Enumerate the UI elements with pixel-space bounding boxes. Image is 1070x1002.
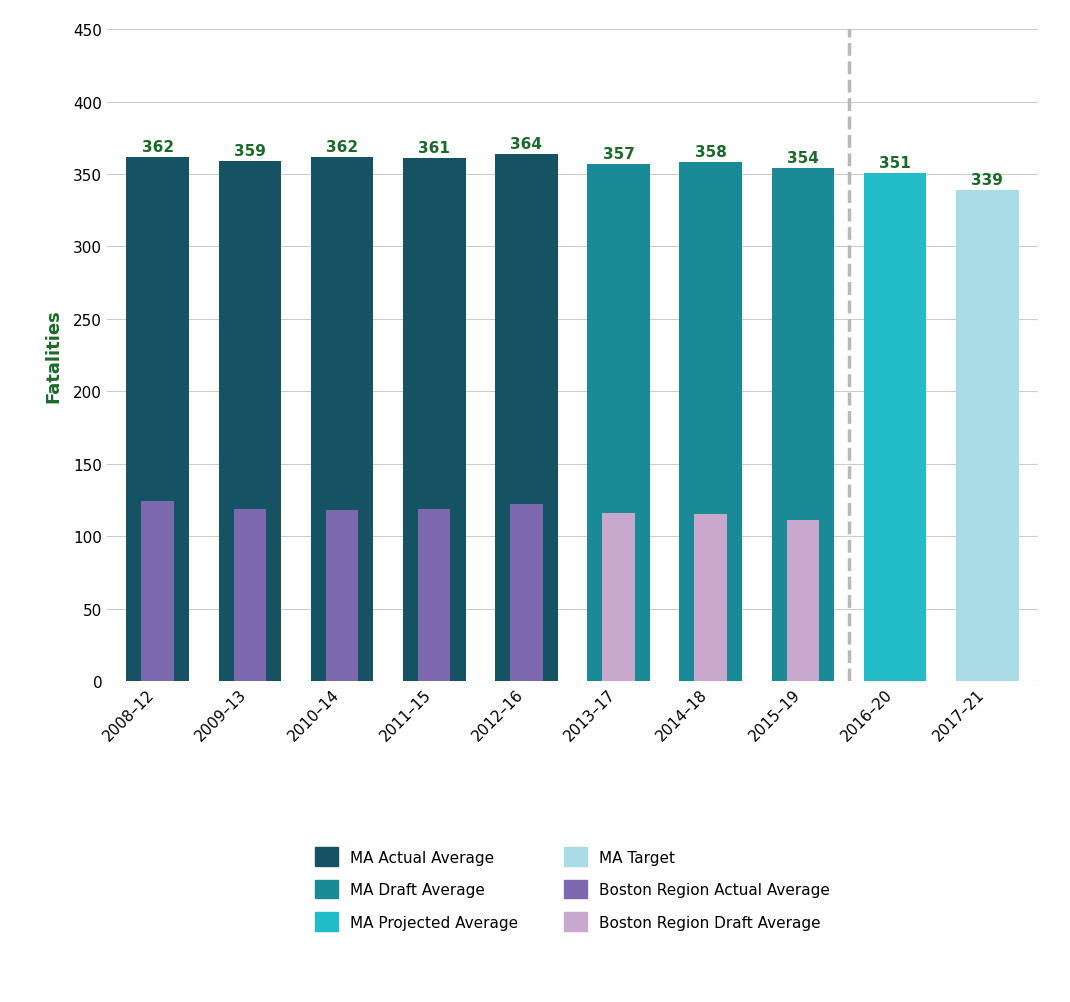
Text: 357: 357 (602, 146, 635, 161)
Bar (418, 509, 450, 681)
Text: 118: 118 (327, 515, 356, 529)
Bar (771, 169, 835, 681)
Bar (694, 515, 727, 681)
Text: 351: 351 (880, 155, 911, 170)
Bar (310, 157, 373, 681)
Text: 361: 361 (418, 141, 450, 156)
Text: 362: 362 (141, 139, 173, 154)
Text: 116: 116 (603, 518, 633, 532)
Bar (141, 502, 174, 681)
Text: 358: 358 (694, 145, 727, 160)
Legend: MA Actual Average, MA Draft Average, MA Projected Average, MA Target, Boston Reg: MA Actual Average, MA Draft Average, MA … (300, 833, 845, 946)
Bar (956, 190, 1019, 681)
Text: 119: 119 (235, 513, 264, 527)
Text: 122: 122 (511, 509, 541, 523)
Text: 119: 119 (419, 513, 448, 527)
Text: 364: 364 (510, 136, 542, 151)
Bar (403, 159, 465, 681)
Text: 124: 124 (143, 506, 172, 520)
Text: 362: 362 (326, 139, 358, 154)
Bar (602, 513, 635, 681)
Bar (495, 154, 557, 681)
Y-axis label: Fatalities: Fatalities (44, 309, 62, 403)
Bar (786, 521, 820, 681)
Bar (325, 511, 358, 681)
Text: 339: 339 (972, 172, 1004, 187)
Bar (126, 157, 189, 681)
Bar (679, 163, 742, 681)
Text: 115: 115 (697, 519, 725, 533)
Bar (863, 173, 927, 681)
Bar (510, 505, 542, 681)
Bar (587, 164, 649, 681)
Text: 111: 111 (789, 525, 817, 539)
Text: 359: 359 (234, 144, 265, 159)
Bar (233, 509, 266, 681)
Bar (218, 161, 281, 681)
Text: 354: 354 (786, 151, 819, 166)
